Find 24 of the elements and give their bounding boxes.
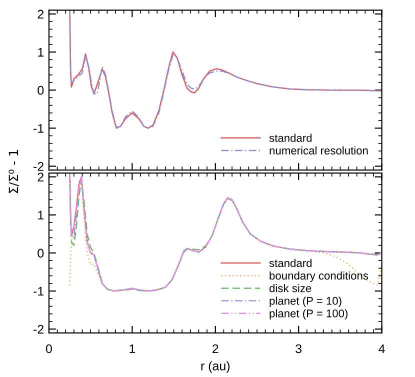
y-tick-label: 0 <box>38 248 44 258</box>
x-tick-label: 0 <box>46 344 52 354</box>
x-tick-label: 2 <box>212 344 218 354</box>
x-tick-label: 4 <box>378 344 385 354</box>
x-tick-label: 1 <box>130 344 136 354</box>
x-axis-title: r (au) <box>201 361 230 373</box>
y-axis-title: Σ/Σ⁰ - 1 <box>8 150 20 194</box>
y-tick-label: -2 <box>34 162 44 171</box>
legend-label: standard <box>269 134 312 142</box>
y-tick-label: -2 <box>34 324 44 334</box>
legend-label: planet (P = 10) <box>270 296 342 307</box>
y-tick-label: 0 <box>38 86 44 95</box>
y-tick-label: -1 <box>34 124 44 133</box>
legend-label: numerical resolution <box>270 146 368 154</box>
x-tick-label: 3 <box>296 344 302 354</box>
y-tick-label: -1 <box>34 286 44 296</box>
y-tick-label: 2 <box>38 10 44 19</box>
legend-label: disk size <box>269 284 312 292</box>
legend-label: standard <box>269 258 312 268</box>
y-tick-label: 2 <box>38 172 44 182</box>
y-tick-label: 1 <box>38 210 44 220</box>
y-tick-label: 1 <box>38 48 44 57</box>
legend-label: planet (P = 100) <box>270 309 348 320</box>
legend-label: boundary conditions <box>270 271 368 282</box>
